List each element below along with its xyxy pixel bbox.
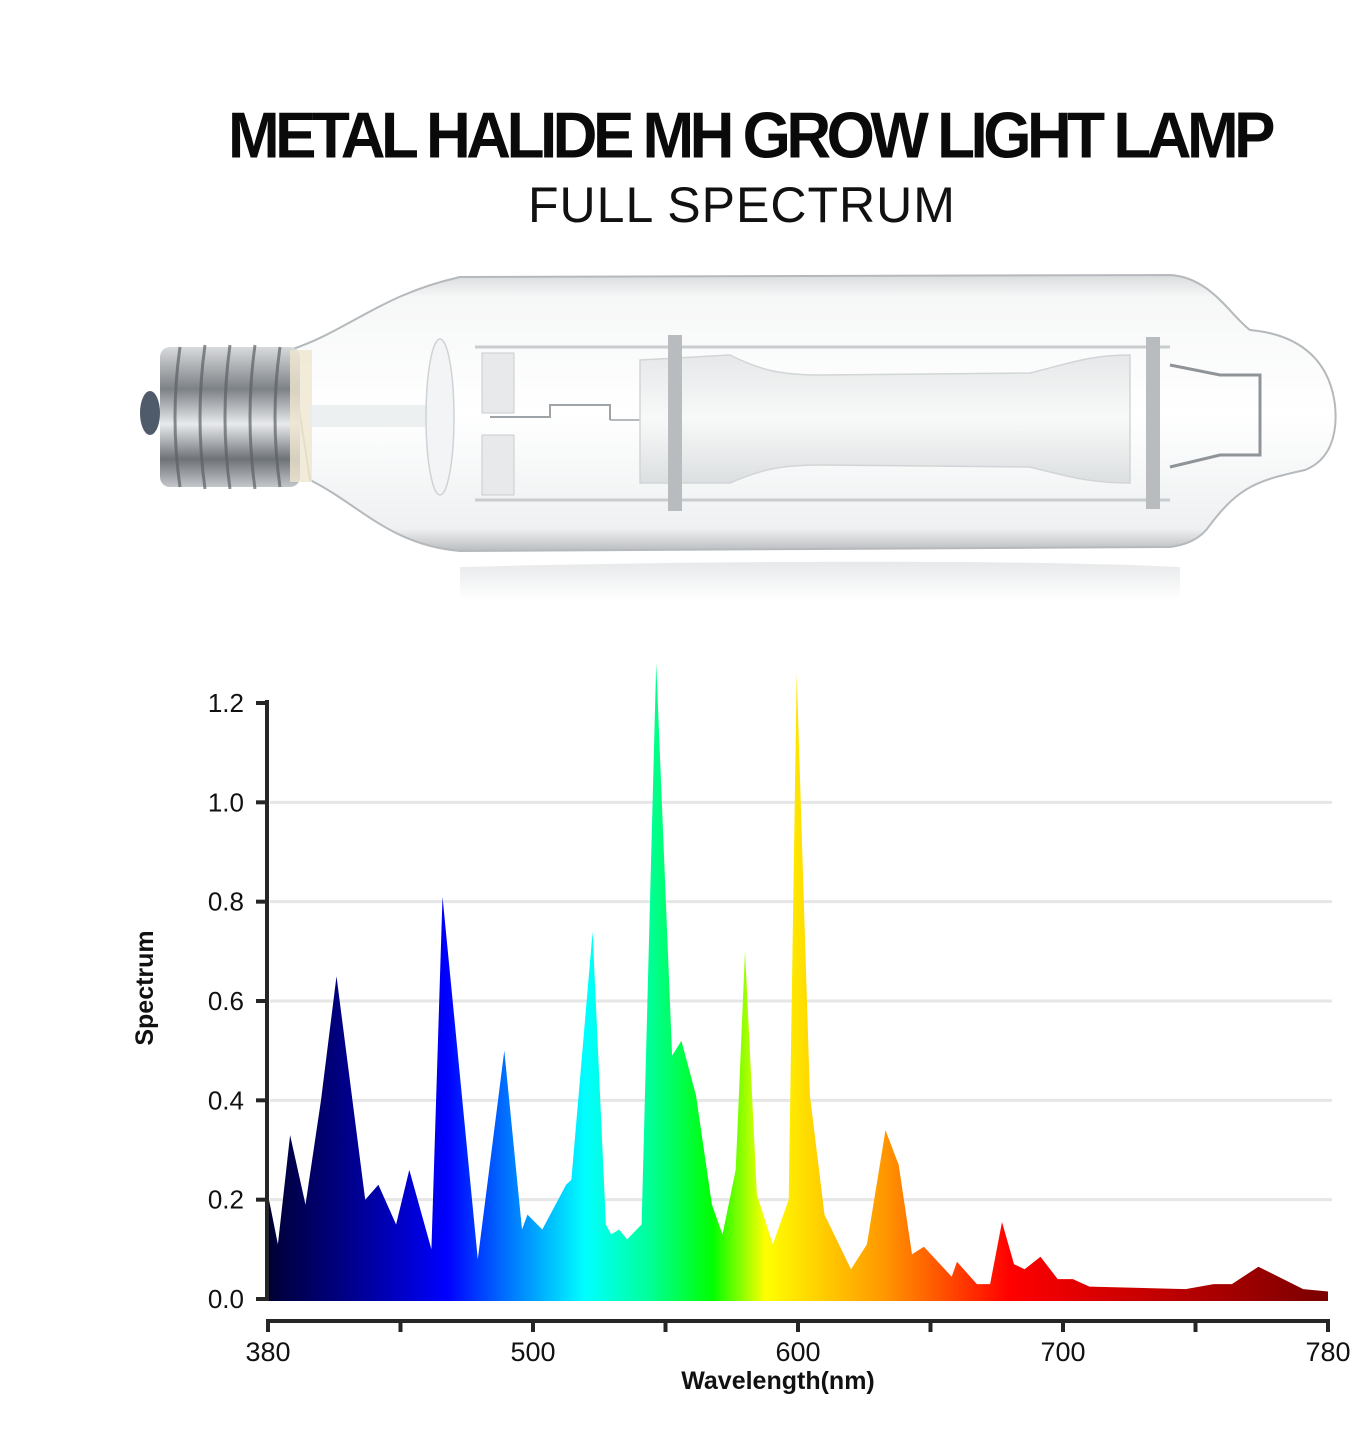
y-axis: 0.0 0.2 0.4 0.6 0.8 1.0 1.2 [208,688,269,1314]
page-subtitle: FULL SPECTRUM [528,177,956,233]
x-axis-title: Wavelength(nm) [681,1367,875,1395]
y-axis-title: Spectrum [131,930,159,1045]
x-tick-label: 600 [775,1337,820,1367]
x-axis: 380 500 600 700 780 [245,1319,1351,1367]
y-tick-label: 0.6 [208,986,244,1016]
x-tick-label: 500 [510,1337,555,1367]
y-tick-label: 0.4 [208,1085,244,1115]
y-tick-label: 0.0 [208,1284,244,1314]
y-tick-label: 1.0 [208,787,244,817]
x-tick-label: 700 [1040,1337,1085,1367]
y-tick-label: 1.2 [208,688,244,718]
page-title: METAL HALIDE MH GROW LIGHT LAMP [228,99,1275,173]
x-tick-label: 780 [1305,1337,1350,1367]
y-tick-label: 0.8 [208,887,244,917]
spectrum-area [268,663,1328,1301]
metal-halide-lamp-icon [140,273,1337,600]
y-tick-label: 0.2 [208,1185,244,1215]
x-tick-label: 380 [245,1337,290,1367]
